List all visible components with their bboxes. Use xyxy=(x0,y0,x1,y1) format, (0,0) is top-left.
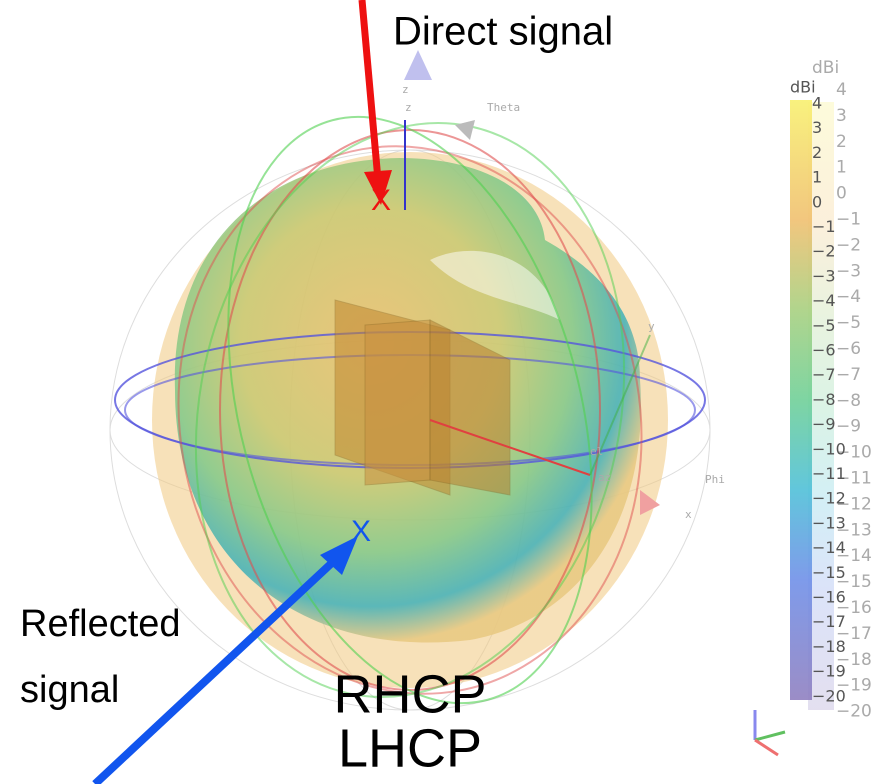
colorbar-tick: −3 xyxy=(836,261,861,281)
colorbar-tick: −8 xyxy=(836,391,861,411)
colorbar-tick: 3 xyxy=(836,106,847,126)
axis-label: y xyxy=(648,320,655,333)
colorbar-tick: −12 xyxy=(812,489,846,508)
colorbar-tick: −4 xyxy=(836,287,861,307)
colorbar-tick: −14 xyxy=(812,538,846,557)
colorbar-tick: −4 xyxy=(812,291,836,310)
axis-label: z xyxy=(402,83,409,96)
colorbar-tick: 2 xyxy=(836,132,847,152)
colorbar-tick: −5 xyxy=(836,313,861,333)
axis-label: x xyxy=(685,508,692,521)
axis-label: z xyxy=(405,101,412,114)
colorbar-tick: −6 xyxy=(812,341,836,360)
axis-label: el xyxy=(590,445,603,458)
colorbar-tick: 4 xyxy=(836,80,847,100)
colorbar-tick: −5 xyxy=(812,316,836,335)
rhcp-label: RHCP xyxy=(333,664,486,724)
colorbar-tick: −13 xyxy=(812,513,846,532)
colorbar-tick: −7 xyxy=(836,365,861,385)
axis-label: Theta xyxy=(487,101,520,114)
reflected-label: signal xyxy=(20,669,119,711)
colorbar-tick: −9 xyxy=(812,415,836,434)
colorbar-tick: −7 xyxy=(812,365,836,384)
direct-label: Direct signal xyxy=(393,10,613,54)
colorbar-tick: 0 xyxy=(836,184,847,204)
colorbar-tick: −20 xyxy=(812,686,846,705)
colorbar-tick: 3 xyxy=(812,118,822,137)
reflected-label: Reflected xyxy=(20,603,181,645)
colorbar-tick: −8 xyxy=(812,390,836,409)
direct-marker: X xyxy=(371,184,391,217)
colorbar-tick: −2 xyxy=(836,235,861,255)
colorbar-tick: −1 xyxy=(812,217,836,236)
axis-label: Phi xyxy=(705,473,725,486)
figure: z z Theta Phi y x el az X X Direct signa… xyxy=(0,0,877,784)
colorbar-tick: 1 xyxy=(836,158,847,178)
colorbar-tick: 4 xyxy=(812,94,822,113)
colorbar-tick: −3 xyxy=(812,266,836,285)
colorbar-tick: 0 xyxy=(812,192,822,211)
colorbar-tick: −11 xyxy=(812,464,846,483)
colorbar-tick: −10 xyxy=(812,439,846,458)
colorbar-tick: −1 xyxy=(836,210,861,230)
colorbar xyxy=(790,100,812,700)
lhcp-label: LHCP xyxy=(338,718,482,778)
colorbar-tick: −15 xyxy=(812,563,846,582)
colorbar-tick: 2 xyxy=(812,143,822,162)
colorbar-tick: 1 xyxy=(812,168,822,187)
colorbar-tick: −2 xyxy=(812,242,836,261)
reflected-marker: X xyxy=(351,515,371,548)
colorbar-tick: −6 xyxy=(836,339,861,359)
colorbar-tick: −18 xyxy=(812,637,846,656)
axis-label: az xyxy=(598,471,611,484)
colorbar-title: dBi xyxy=(812,58,839,78)
colorbar-tick: −9 xyxy=(836,417,861,437)
colorbar-tick: −17 xyxy=(812,612,846,631)
colorbar-tick: −19 xyxy=(812,662,846,681)
mini-axes xyxy=(755,710,785,755)
colorbar-tick: −16 xyxy=(812,588,846,607)
